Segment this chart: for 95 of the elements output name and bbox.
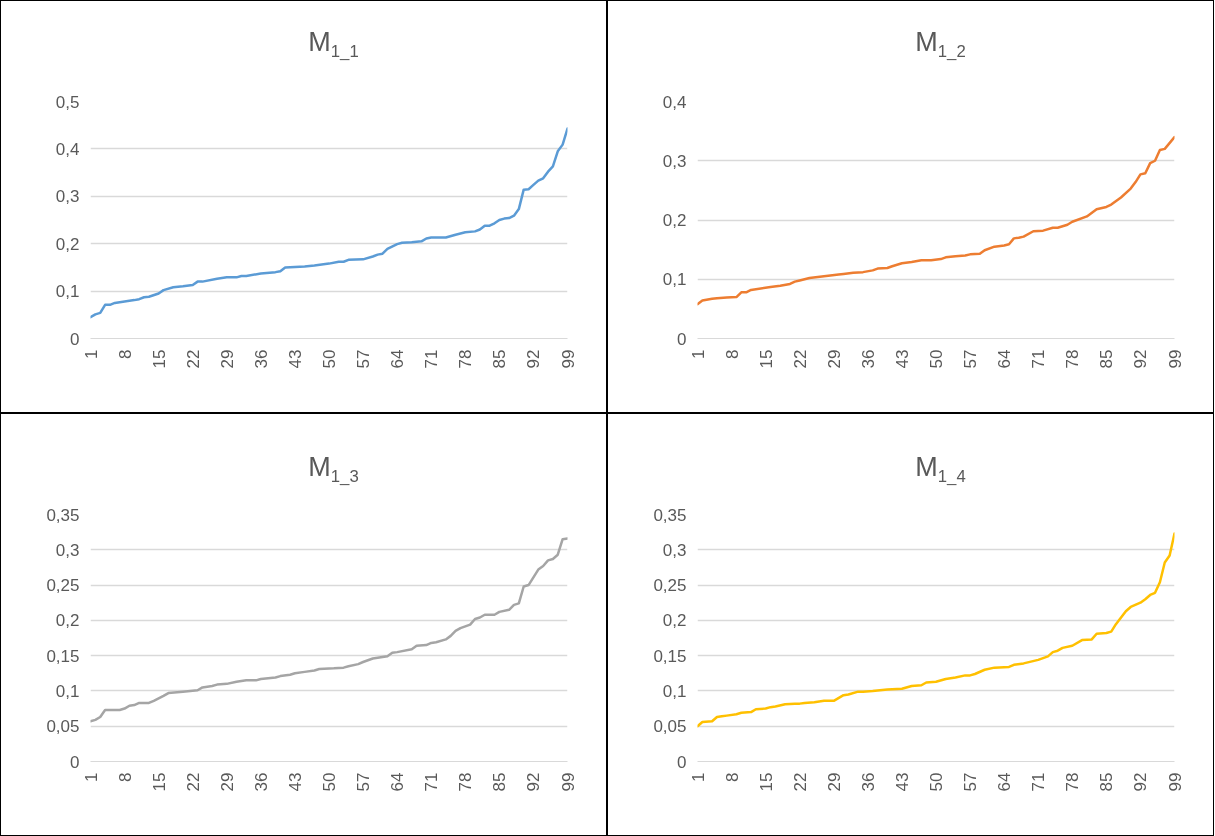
y-tick-label: 0,3 [55,187,80,207]
x-tick-label: 8 [115,772,135,782]
y-tick-label: 0,25 [653,576,687,596]
x-tick-label: 71 [422,772,442,792]
x-tick-label: 57 [354,349,374,369]
x-tick-label: 64 [388,349,408,369]
x-tick-label: 29 [824,349,844,369]
x-tick-label: 8 [722,349,742,359]
y-tick-label: 0,2 [662,611,687,631]
x-tick-label: 22 [183,772,203,792]
x-tick-label: 50 [927,772,946,792]
y-tick-label: 0,35 [653,505,687,525]
x-tick-label: 71 [1029,349,1049,369]
line-series [697,532,1175,728]
x-tick-label: 29 [217,349,237,369]
x-tick-label: 99 [1165,349,1185,369]
x-tick-label: 50 [320,349,339,369]
y-tick-label: 0,4 [662,92,687,112]
chart-title: M$_{1_4}$ [915,451,966,489]
chart-title: M$_{1_2}$ [915,26,966,64]
x-tick-label: 8 [115,349,135,359]
x-tick-label: 92 [524,772,544,792]
x-tick-label: 64 [388,772,408,792]
x-tick-label: 43 [285,349,305,369]
y-tick-label: 0,05 [653,717,687,737]
x-tick-label: 22 [790,772,810,792]
x-tick-label: 29 [824,772,844,792]
x-tick-label: 92 [1131,349,1151,369]
y-tick-label: 0,35 [46,505,80,525]
x-tick-label: 99 [558,349,578,369]
x-tick-label: 36 [251,772,271,792]
x-tick-label: 78 [1063,349,1083,369]
y-tick-label: 0,05 [46,717,80,737]
x-tick-label: 71 [1029,772,1049,792]
x-tick-label: 64 [995,772,1015,792]
y-tick-label: 0,2 [662,211,687,230]
x-tick-label: 57 [961,772,981,792]
x-tick-label: 50 [927,349,946,369]
y-tick-label: 0 [70,752,80,772]
x-tick-label: 22 [183,349,203,369]
y-tick-label: 0,1 [55,282,80,302]
y-tick-label: 0,5 [55,92,80,112]
x-tick-label: 8 [722,772,742,782]
y-tick-label: 0,3 [662,151,687,171]
chart-title: M$_{1_1}$ [308,26,359,64]
x-tick-label: 85 [1097,349,1117,369]
x-tick-label: 85 [490,349,510,369]
y-tick-label: 0 [677,752,687,772]
x-tick-label: 43 [892,772,912,792]
y-tick-label: 0,3 [662,540,687,560]
x-tick-label: 85 [490,772,510,792]
y-tick-label: 0,25 [46,576,80,596]
x-tick-label: 71 [422,349,442,369]
x-tick-label: 92 [524,349,544,369]
x-tick-label: 57 [961,349,981,369]
x-tick-label: 15 [149,772,169,792]
chart-title: M$_{1_3}$ [308,451,359,489]
x-tick-label: 1 [81,349,101,359]
x-tick-label: 1 [688,772,708,782]
x-tick-label: 78 [456,349,476,369]
x-tick-label: 57 [354,772,374,792]
x-tick-label: 15 [756,772,776,792]
y-tick-label: 0,15 [653,646,687,666]
x-tick-label: 99 [1165,772,1185,792]
y-tick-label: 0,2 [55,611,80,631]
y-tick-label: 0,2 [55,234,80,254]
x-tick-label: 78 [1063,772,1083,792]
x-tick-label: 29 [217,772,237,792]
y-tick-label: 0,1 [55,681,80,701]
x-tick-label: 36 [858,772,878,792]
x-tick-label: 43 [892,349,912,369]
y-tick-label: 0,1 [662,681,687,701]
x-tick-label: 50 [320,772,339,792]
x-tick-label: 36 [858,349,878,369]
x-tick-label: 43 [285,772,305,792]
line-series [90,127,568,319]
line-series [90,537,568,723]
x-tick-label: 92 [1131,772,1151,792]
line-series [697,135,1175,306]
x-tick-label: 85 [1097,772,1117,792]
y-tick-label: 0,1 [662,270,687,290]
x-tick-label: 99 [558,772,578,792]
y-tick-label: 0,4 [55,139,80,159]
x-tick-label: 78 [456,772,476,792]
x-tick-label: 1 [688,349,708,359]
x-tick-label: 1 [81,772,101,782]
y-tick-label: 0,15 [46,646,80,666]
x-tick-label: 15 [149,349,169,369]
y-tick-label: 0 [677,329,687,349]
y-tick-label: 0 [70,329,80,349]
x-tick-label: 15 [756,349,776,369]
x-tick-label: 22 [790,349,810,369]
x-tick-label: 36 [251,349,271,369]
y-tick-label: 0,3 [55,540,80,560]
x-tick-label: 64 [995,349,1015,369]
